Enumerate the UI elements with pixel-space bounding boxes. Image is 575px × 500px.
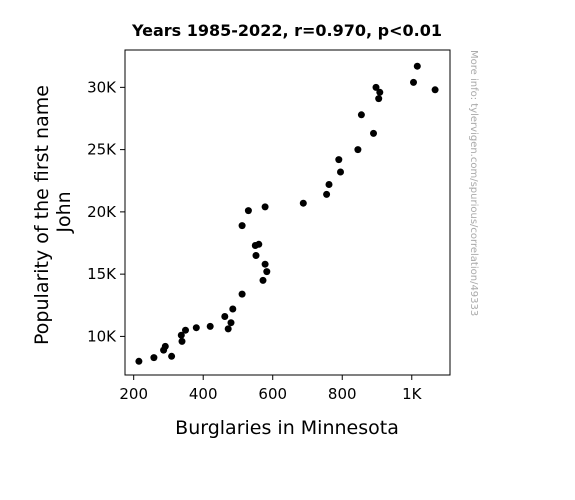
x-axis: 200 400 600 800 1K	[119, 375, 423, 403]
data-point	[229, 305, 237, 313]
x-axis-label: Burglaries in Minnesota	[175, 417, 399, 439]
data-point	[224, 325, 232, 333]
y-axis-label: Popularity of the first name John	[31, 79, 75, 345]
plot-frame	[124, 49, 451, 376]
data-point	[206, 322, 214, 330]
chart-title: Years 1985-2022, r=0.970, p<0.01	[131, 21, 442, 40]
x-tick-label: 400	[189, 385, 218, 403]
data-point	[238, 222, 246, 230]
data-point	[168, 352, 176, 360]
source-watermark: More info: tylervigen.com/spurious/corre…	[468, 50, 479, 316]
data-point	[370, 129, 377, 137]
data-point	[299, 199, 307, 207]
x-tick-label: 1K	[402, 385, 423, 403]
data-point	[160, 346, 168, 354]
x-tick-label: 200	[119, 385, 148, 403]
points-layer	[135, 62, 439, 365]
data-point	[261, 260, 269, 268]
data-point	[182, 326, 189, 334]
data-point	[261, 203, 269, 211]
y-tick-label: 30K	[87, 78, 117, 96]
data-point	[376, 88, 384, 96]
data-point	[357, 111, 365, 119]
y-axis-label-line-1: Popularity of the first name	[31, 85, 53, 345]
data-point	[337, 168, 344, 176]
y-tick-label: 10K	[87, 327, 117, 345]
data-point	[335, 156, 343, 164]
data-point	[221, 313, 229, 320]
data-point	[413, 62, 421, 70]
data-point	[325, 181, 333, 188]
y-axis-label-line-2: John	[53, 191, 75, 233]
data-point	[354, 146, 362, 154]
data-point	[263, 268, 271, 276]
data-point	[251, 242, 259, 249]
x-tick-label: 600	[258, 385, 287, 403]
y-tick-label: 25K	[87, 141, 117, 159]
data-point	[372, 83, 380, 91]
y-tick-label: 20K	[87, 203, 117, 221]
x-tick-label: 800	[328, 385, 357, 403]
data-point	[177, 331, 185, 339]
data-point	[259, 276, 267, 284]
data-point	[227, 319, 235, 327]
data-point	[192, 324, 200, 332]
data-point	[375, 95, 383, 103]
data-point	[431, 86, 439, 94]
plot-area	[124, 49, 451, 376]
data-point	[244, 207, 252, 215]
y-axis: 10K 15K 20K 25K 30K	[87, 78, 125, 345]
data-point	[238, 290, 246, 298]
data-point	[410, 78, 417, 86]
data-point	[150, 354, 158, 362]
data-point	[135, 357, 143, 365]
data-point	[323, 190, 331, 198]
y-tick-label: 15K	[87, 265, 117, 283]
data-point	[252, 252, 260, 259]
data-point	[178, 337, 186, 345]
